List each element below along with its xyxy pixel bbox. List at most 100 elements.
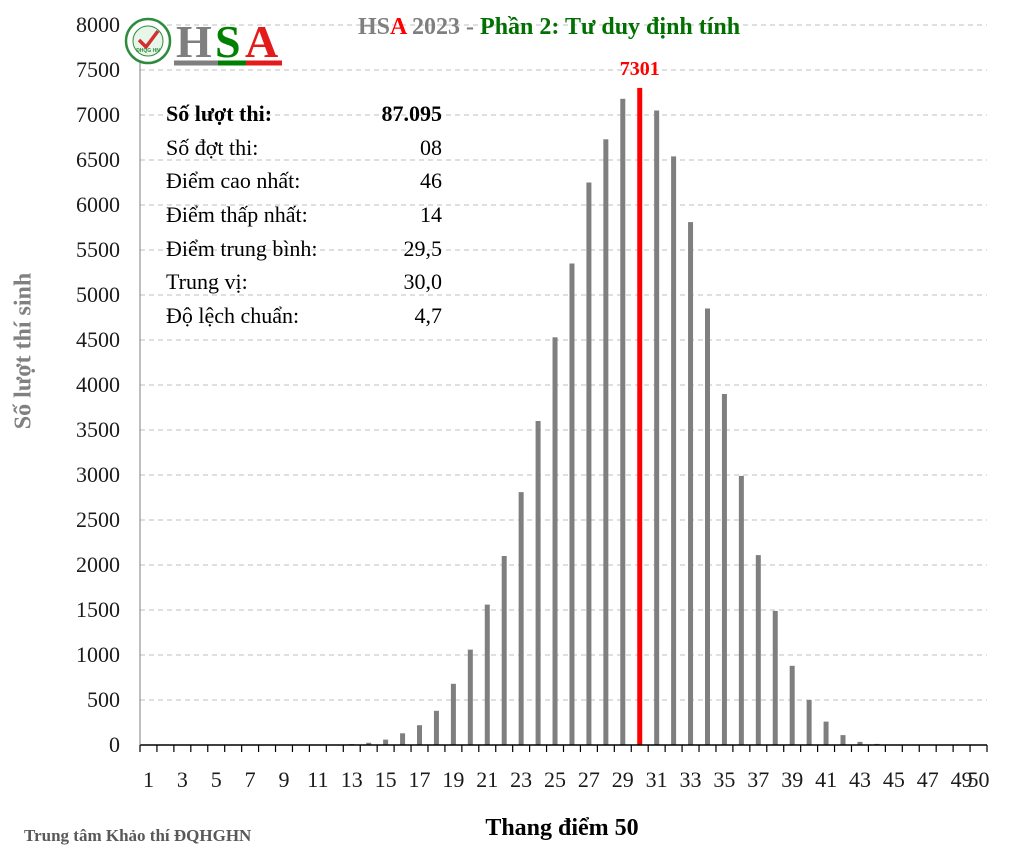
bar (383, 739, 389, 745)
bar (704, 308, 710, 745)
y-tick-label: 6500 (76, 147, 120, 172)
bar (569, 263, 575, 745)
bar (738, 475, 744, 745)
bar (721, 394, 727, 745)
y-tick-label: 1500 (76, 597, 120, 622)
title-hsa-hs: HS (358, 14, 391, 40)
bar (501, 556, 507, 745)
y-axis-title: Số lượt thí sinh (10, 272, 37, 430)
bar (450, 683, 456, 745)
logo-checkmark (137, 29, 160, 50)
chart-title: HSA 2023 - Phần 2: Tư duy định tính (358, 14, 740, 41)
bar (433, 710, 439, 745)
bar (620, 98, 626, 746)
x-tick-label: 7 (245, 767, 256, 792)
logo-badge-text: ĐHQG HN (136, 48, 160, 54)
stat-row: Điểm thấp nhất: 14 (166, 198, 442, 232)
x-tick-label: 39 (781, 767, 803, 792)
y-tick-label: 5000 (76, 282, 120, 307)
y-tick-label: 7000 (76, 102, 120, 127)
stat-value: 29,5 (403, 235, 443, 261)
x-axis-title: Thang điểm 50 (485, 815, 639, 841)
bar (755, 555, 761, 745)
x-tick-label: 35 (713, 767, 735, 792)
stat-row: Độ lệch chuẩn: 4,7 (166, 299, 442, 333)
hsa-logo: ĐHQG HN H S A (124, 13, 284, 69)
x-tick-label: 49 (951, 767, 973, 792)
bar (586, 182, 592, 745)
stat-value: 4,7 (414, 302, 443, 328)
stats-box: Số lượt thi: 87.095 Số đợt thi: 08 Điểm ca… (166, 97, 442, 333)
y-tick-label: 8000 (76, 12, 120, 37)
y-tick-label: 500 (87, 687, 120, 712)
stat-label: Trung vị: (166, 269, 248, 295)
x-tick-label: 31 (646, 767, 668, 792)
peak-data-label: 7301 (620, 58, 660, 80)
footer-credit: Trung tâm Khảo thí ĐQHGHN (24, 826, 252, 845)
title-dash: - (466, 14, 475, 40)
title-hsa-a: A (390, 14, 407, 40)
stat-label: Số đợt thi: (166, 134, 259, 160)
logo-graphic: ĐHQG HN H S A (124, 16, 282, 67)
bars (349, 87, 914, 746)
bar (603, 139, 609, 746)
y-tick-label: 4000 (76, 372, 120, 397)
x-tick-label: 21 (476, 767, 498, 792)
bar (654, 110, 660, 745)
stat-label: Điểm trung bình: (166, 235, 318, 261)
bar (400, 733, 406, 745)
bar (857, 741, 863, 745)
bar (552, 337, 558, 745)
y-tick-labels: 0 500 1000 1500 2000 2500 3000 3500 4000 4500 5000… (76, 12, 120, 757)
logo-letter-s: S (215, 16, 241, 67)
y-tick-label: 3500 (76, 417, 120, 442)
bar (484, 604, 490, 745)
y-tick-label: 0 (109, 732, 120, 757)
x-tick-label: 29 (612, 767, 634, 792)
y-tick-label: 2500 (76, 507, 120, 532)
stat-row: Điểm trung bình: 29,5 (166, 232, 442, 266)
stat-row: Trung vị: 30,0 (166, 265, 442, 299)
y-tick-label: 1000 (76, 642, 120, 667)
y-tick-label: 7500 (76, 57, 120, 82)
bar (840, 735, 846, 745)
bar (467, 649, 473, 745)
x-tick-label: 45 (883, 767, 905, 792)
x-tick-label: 23 (510, 767, 532, 792)
grid-lines (140, 24, 987, 701)
stat-value: 87.095 (381, 100, 443, 126)
stat-value: 14 (420, 201, 442, 227)
x-tick-marks (139, 745, 988, 752)
x-tick-label: 3 (177, 767, 188, 792)
x-tick-labels: 1 3 5 7 9 11 13 15 17 19 21 23 25 27 29 31 33 35 37 39 41 43 4… (143, 767, 990, 792)
x-tick-label: 9 (278, 767, 289, 792)
bar (823, 721, 829, 745)
x-tick-label: 47 (917, 767, 939, 792)
y-tick-label: 3000 (76, 462, 120, 487)
x-tick-label: 27 (578, 767, 600, 792)
y-tick-label: 5500 (76, 237, 120, 262)
y-tick-label: 4500 (76, 327, 120, 352)
bar (671, 156, 677, 745)
x-tick-label: 15 (375, 767, 397, 792)
bar (688, 222, 694, 746)
logo-letter-a: A (245, 16, 278, 67)
bar (366, 742, 372, 745)
x-tick-label: 11 (307, 767, 328, 792)
title-year: 2023 (412, 14, 461, 40)
logo-letter-h: H (176, 16, 212, 67)
stat-row: Số lượt thi: 87.095 (166, 97, 442, 131)
stat-value: 08 (420, 134, 442, 160)
bar (806, 700, 812, 745)
x-tick-label: 43 (849, 767, 871, 792)
x-tick-label: 25 (544, 767, 566, 792)
x-tick-label: 50 (968, 767, 990, 792)
x-tick-label: 33 (680, 767, 702, 792)
bar-highlight (637, 87, 643, 745)
stat-label: Điểm cao nhất: (166, 168, 301, 194)
y-tick-label: 2000 (76, 552, 120, 577)
bar (772, 610, 778, 745)
x-tick-label: 5 (211, 767, 222, 792)
stat-row: Điểm cao nhất: 46 (166, 164, 442, 198)
